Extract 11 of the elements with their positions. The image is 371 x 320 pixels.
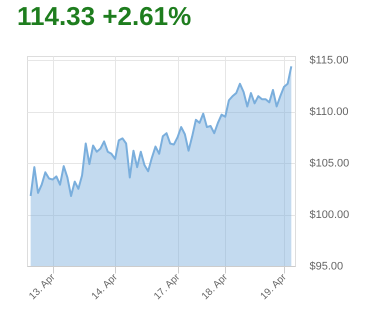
y-tick-label: $105.00: [310, 158, 350, 170]
chart-title: 114.33 +2.61%: [17, 1, 192, 32]
x-tick-label: 17. Apr: [152, 272, 183, 302]
x-tick-label: 19. Apr: [258, 272, 290, 302]
y-tick-label: $95.00: [310, 260, 344, 272]
x-tick-label: 13. Apr: [27, 272, 58, 302]
y-tick-label: $110.00: [310, 106, 348, 118]
y-tick-label: $115.00: [310, 54, 348, 67]
x-tick-label: 18. Apr: [200, 272, 230, 302]
x-tick-label: 14. Apr: [90, 272, 120, 302]
y-tick-label: $100.00: [310, 209, 350, 222]
